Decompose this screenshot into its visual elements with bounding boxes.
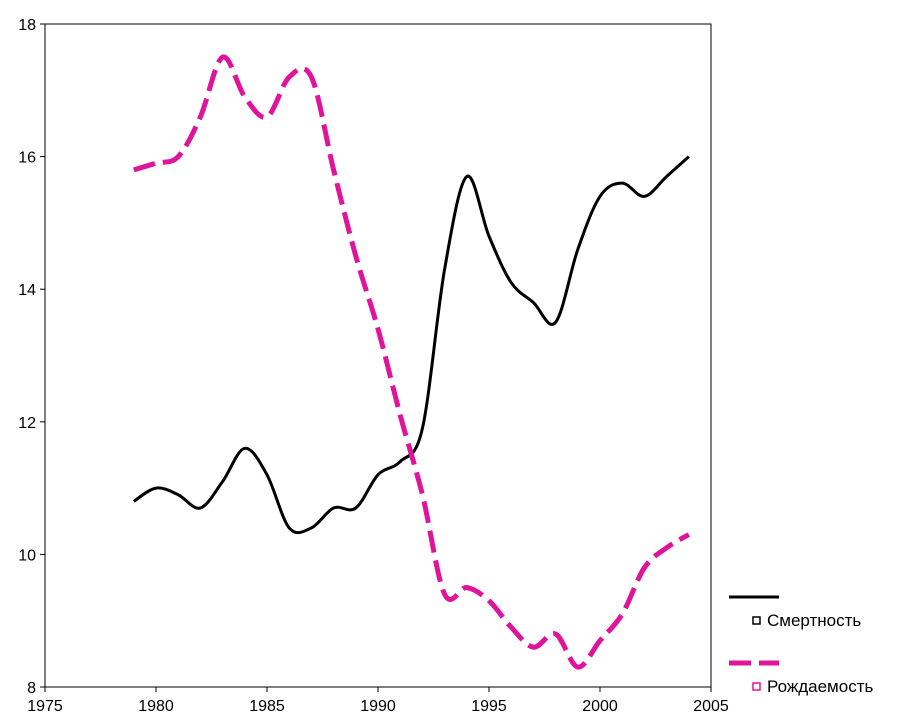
y-tick-label: 8	[27, 680, 36, 697]
y-tick-label: 16	[18, 150, 36, 167]
x-tick-label: 1975	[27, 698, 63, 715]
axes: 1975 1980 1985 1990 1995 2000 2005 8 10 12 14 16 18	[18, 17, 729, 715]
x-tick-label: 1990	[360, 698, 396, 715]
legend-marker-swatch	[752, 682, 761, 691]
legend-marker-swatch	[752, 616, 761, 625]
y-tick-label: 14	[18, 282, 36, 299]
y-tick-label: 18	[18, 17, 36, 34]
y-tick-label: 10	[18, 547, 36, 564]
plot-frame	[44, 23, 712, 688]
x-tick-label: 2000	[582, 698, 618, 715]
legend-item-birthrate: Рождаемость	[729, 660, 873, 696]
x-tick-label: 2005	[693, 698, 729, 715]
x-tick-label: 1980	[138, 698, 174, 715]
legend-label: Смертность	[767, 611, 861, 630]
x-tick-label: 1995	[471, 698, 507, 715]
y-tick-label: 12	[18, 415, 36, 432]
series-line-birthrate	[133, 54, 691, 670]
legend: Смертность Рождаемость	[729, 595, 873, 696]
x-tick-label: 1985	[249, 698, 285, 715]
legend-item-mortality: Смертность	[729, 595, 861, 630]
series-line-mortality	[132, 155, 690, 535]
series-layer	[132, 54, 691, 670]
legend-label: Рождаемость	[767, 677, 873, 696]
